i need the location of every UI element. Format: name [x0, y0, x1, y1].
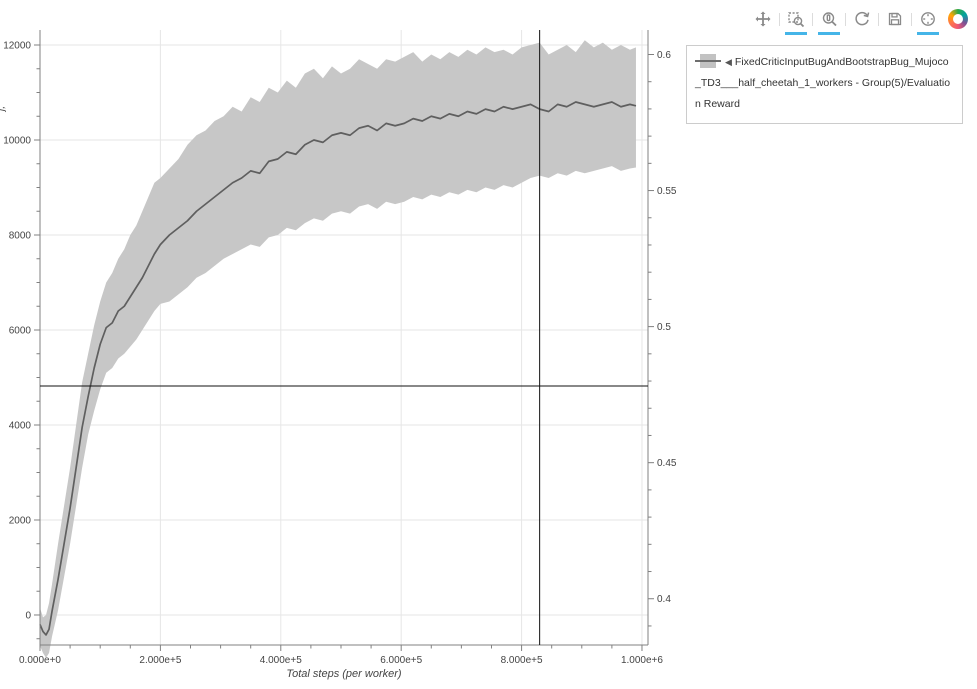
- plot-toolbar: [752, 8, 968, 35]
- legend-collapse-icon[interactable]: ◀: [725, 57, 732, 67]
- svg-text:0.6: 0.6: [657, 50, 671, 61]
- svg-text:0.5: 0.5: [657, 322, 671, 333]
- axes: [39, 30, 649, 646]
- bokeh-logo[interactable]: [948, 9, 968, 29]
- legend[interactable]: ◀ FixedCriticInputBugAndBootstrapBug_Mujo…: [686, 45, 963, 124]
- svg-text:Total steps (per worker): Total steps (per worker): [286, 668, 401, 680]
- series-band: [40, 40, 636, 658]
- svg-text:0.4: 0.4: [657, 594, 671, 605]
- wheel-zoom-icon[interactable]: [818, 8, 840, 35]
- svg-text:12000: 12000: [3, 41, 31, 52]
- box-zoom-icon[interactable]: [785, 8, 807, 35]
- svg-text:0.000e+0: 0.000e+0: [19, 655, 61, 666]
- x-axis: 0.000e+0 2.000e+5 4.000e+5 6.000e+5 8.000e+5…: [19, 645, 663, 666]
- svg-text:1.000e+6: 1.000e+6: [621, 655, 663, 666]
- legend-series-label: FixedCriticInputBugAndBootstrapBug_Mujoc…: [695, 56, 951, 110]
- pan-icon[interactable]: [752, 8, 774, 30]
- y-axis-right: 0.4 0.45 0.5 0.55 0.6: [648, 50, 677, 627]
- svg-text:6000: 6000: [9, 325, 32, 336]
- svg-text:6.000e+5: 6.000e+5: [380, 655, 422, 666]
- svg-text:0.45: 0.45: [657, 458, 677, 469]
- toolbar-separator: [911, 12, 912, 26]
- svg-text:4000: 4000: [9, 420, 32, 431]
- toolbar-separator: [878, 12, 879, 26]
- svg-text:8.000e+5: 8.000e+5: [501, 655, 543, 666]
- svg-text:2000: 2000: [9, 515, 32, 526]
- save-icon[interactable]: [884, 8, 906, 30]
- svg-text:0: 0: [25, 610, 31, 621]
- svg-text:8000: 8000: [9, 231, 32, 242]
- hover-icon[interactable]: [917, 8, 939, 35]
- y-axis-left: 0 2000 4000 6000 8000 10000 12000: [3, 41, 40, 640]
- svg-text:4.000e+5: 4.000e+5: [260, 655, 302, 666]
- toolbar-separator: [812, 12, 813, 26]
- legend-band-glyph: [695, 54, 721, 68]
- reset-icon[interactable]: [851, 8, 873, 30]
- toolbar-separator: [845, 12, 846, 26]
- x-axis-label: Total steps (per worker): [286, 668, 401, 680]
- toolbar-separator: [779, 12, 780, 26]
- series-mean-line: [39, 101, 637, 636]
- svg-text:2.000e+5: 2.000e+5: [139, 655, 181, 666]
- y-axis-label-fragment: j,: [0, 106, 7, 111]
- svg-text:10000: 10000: [3, 136, 31, 147]
- crosshair: [40, 30, 648, 645]
- svg-text:0.55: 0.55: [657, 186, 677, 197]
- series: [39, 40, 637, 658]
